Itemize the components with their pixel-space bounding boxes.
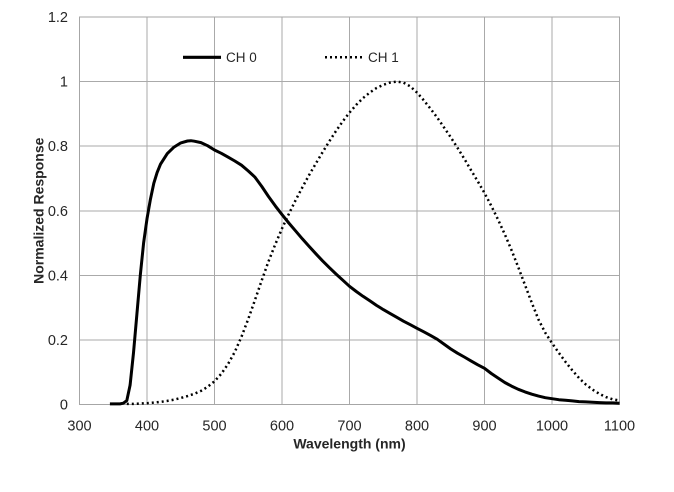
plot-border: [79, 16, 620, 405]
x-tick-label: 400: [135, 419, 159, 435]
legend-label: CH 1: [368, 50, 399, 65]
y-tick-label: 0.6: [48, 204, 68, 220]
x-tick-label: 500: [202, 419, 226, 435]
y-tick-label: 1.2: [48, 10, 68, 26]
x-tick-label: 1000: [536, 419, 568, 435]
legend-label: CH 0: [226, 50, 257, 65]
x-tick-label: 300: [67, 419, 91, 435]
y-tick-label: 1: [60, 75, 68, 91]
gridlines: [79, 16, 620, 405]
y-tick-label: 0.2: [48, 333, 68, 349]
curve-ch0: [109, 139, 620, 406]
curve-ch1: [126, 80, 620, 406]
y-tick-label: 0.8: [48, 139, 68, 155]
x-tick-label: 900: [472, 419, 496, 435]
legend: CH 0 CH 1: [183, 50, 399, 65]
y-tick-label: 0: [60, 398, 68, 414]
x-tick-label: 800: [405, 419, 429, 435]
x-tick-label: 600: [270, 419, 294, 435]
y-tick-label: 0.4: [48, 268, 68, 284]
x-tick-label: 700: [337, 419, 361, 435]
x-axis-title: Wavelength (nm): [293, 436, 405, 452]
x-tick-label: 1100: [604, 419, 635, 435]
y-axis-title: Normalized Response: [31, 137, 47, 283]
